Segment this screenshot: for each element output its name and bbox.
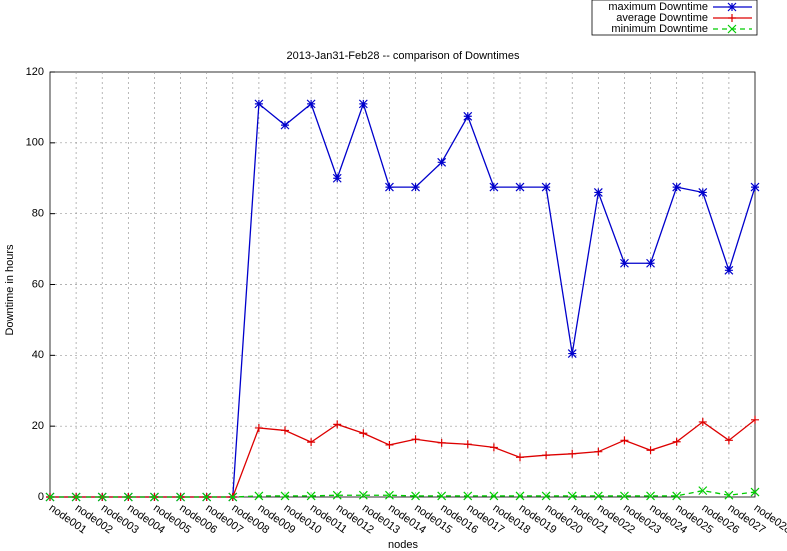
legend-label: minimum Downtime <box>611 23 708 35</box>
marker <box>620 436 629 445</box>
series-line <box>50 101 756 498</box>
marker <box>437 157 447 167</box>
marker <box>306 491 316 501</box>
marker <box>123 492 133 502</box>
marker <box>411 435 420 444</box>
legend-label: average Downtime <box>616 12 708 24</box>
marker <box>568 449 577 458</box>
marker <box>594 447 603 456</box>
marker <box>489 182 499 192</box>
marker <box>333 420 342 429</box>
marker <box>672 491 682 501</box>
marker <box>463 111 473 121</box>
marker <box>306 99 316 109</box>
marker <box>646 258 655 268</box>
marker <box>646 491 655 501</box>
y-tick-label: 100 <box>26 137 44 149</box>
marker <box>280 120 290 130</box>
marker <box>411 491 420 501</box>
y-tick-label: 40 <box>32 349 44 361</box>
marker <box>332 490 342 500</box>
x-axis-label: nodes <box>388 539 418 551</box>
marker <box>620 491 629 501</box>
marker <box>176 492 185 502</box>
marker <box>71 492 81 502</box>
marker <box>254 423 263 432</box>
marker <box>593 491 603 501</box>
marker <box>358 490 368 500</box>
marker <box>620 258 629 268</box>
marker <box>437 491 447 501</box>
series-line <box>50 489 756 498</box>
marker <box>385 490 394 500</box>
marker <box>97 492 107 502</box>
marker <box>411 182 420 192</box>
marker <box>698 486 708 496</box>
marker <box>542 451 551 460</box>
marker <box>646 446 655 455</box>
legend-marker <box>727 2 737 12</box>
legend-label: maximum Downtime <box>608 1 708 13</box>
marker <box>698 187 708 197</box>
marker <box>516 453 524 462</box>
y-tick-label: 120 <box>26 66 44 78</box>
marker <box>724 490 734 500</box>
marker <box>672 182 682 192</box>
marker <box>254 491 264 501</box>
marker <box>515 182 525 192</box>
marker <box>750 487 760 497</box>
marker <box>489 491 499 501</box>
marker <box>750 182 760 192</box>
marker <box>254 99 264 109</box>
marker <box>307 438 316 447</box>
marker <box>489 443 498 452</box>
marker <box>724 265 734 275</box>
marker <box>463 491 473 501</box>
marker <box>437 438 446 447</box>
legend-marker <box>727 24 737 34</box>
marker <box>385 440 394 449</box>
marker <box>228 492 238 502</box>
marker <box>567 491 577 501</box>
y-tick-label: 80 <box>32 208 44 220</box>
marker <box>567 349 577 358</box>
marker <box>358 99 368 109</box>
legend-marker <box>728 14 736 22</box>
marker <box>593 187 603 197</box>
marker <box>463 440 472 449</box>
chart-title: 2013-Jan31-Feb28 -- comparison of Downti… <box>287 50 520 62</box>
marker <box>202 492 212 502</box>
marker <box>672 437 681 446</box>
marker <box>541 182 551 192</box>
marker <box>359 429 368 438</box>
marker <box>45 492 55 502</box>
marker <box>150 492 159 502</box>
y-tick-label: 60 <box>32 278 44 290</box>
y-axis-label: Downtime in hours <box>4 244 16 336</box>
marker <box>515 491 525 501</box>
marker <box>332 173 342 183</box>
y-tick-label: 0 <box>38 491 44 503</box>
marker <box>281 426 289 435</box>
y-tick-label: 20 <box>32 420 44 432</box>
marker <box>280 491 290 501</box>
series-line <box>50 419 756 498</box>
marker <box>724 436 733 445</box>
marker <box>698 417 707 426</box>
marker <box>541 491 551 501</box>
marker <box>751 415 759 424</box>
marker <box>385 182 394 192</box>
